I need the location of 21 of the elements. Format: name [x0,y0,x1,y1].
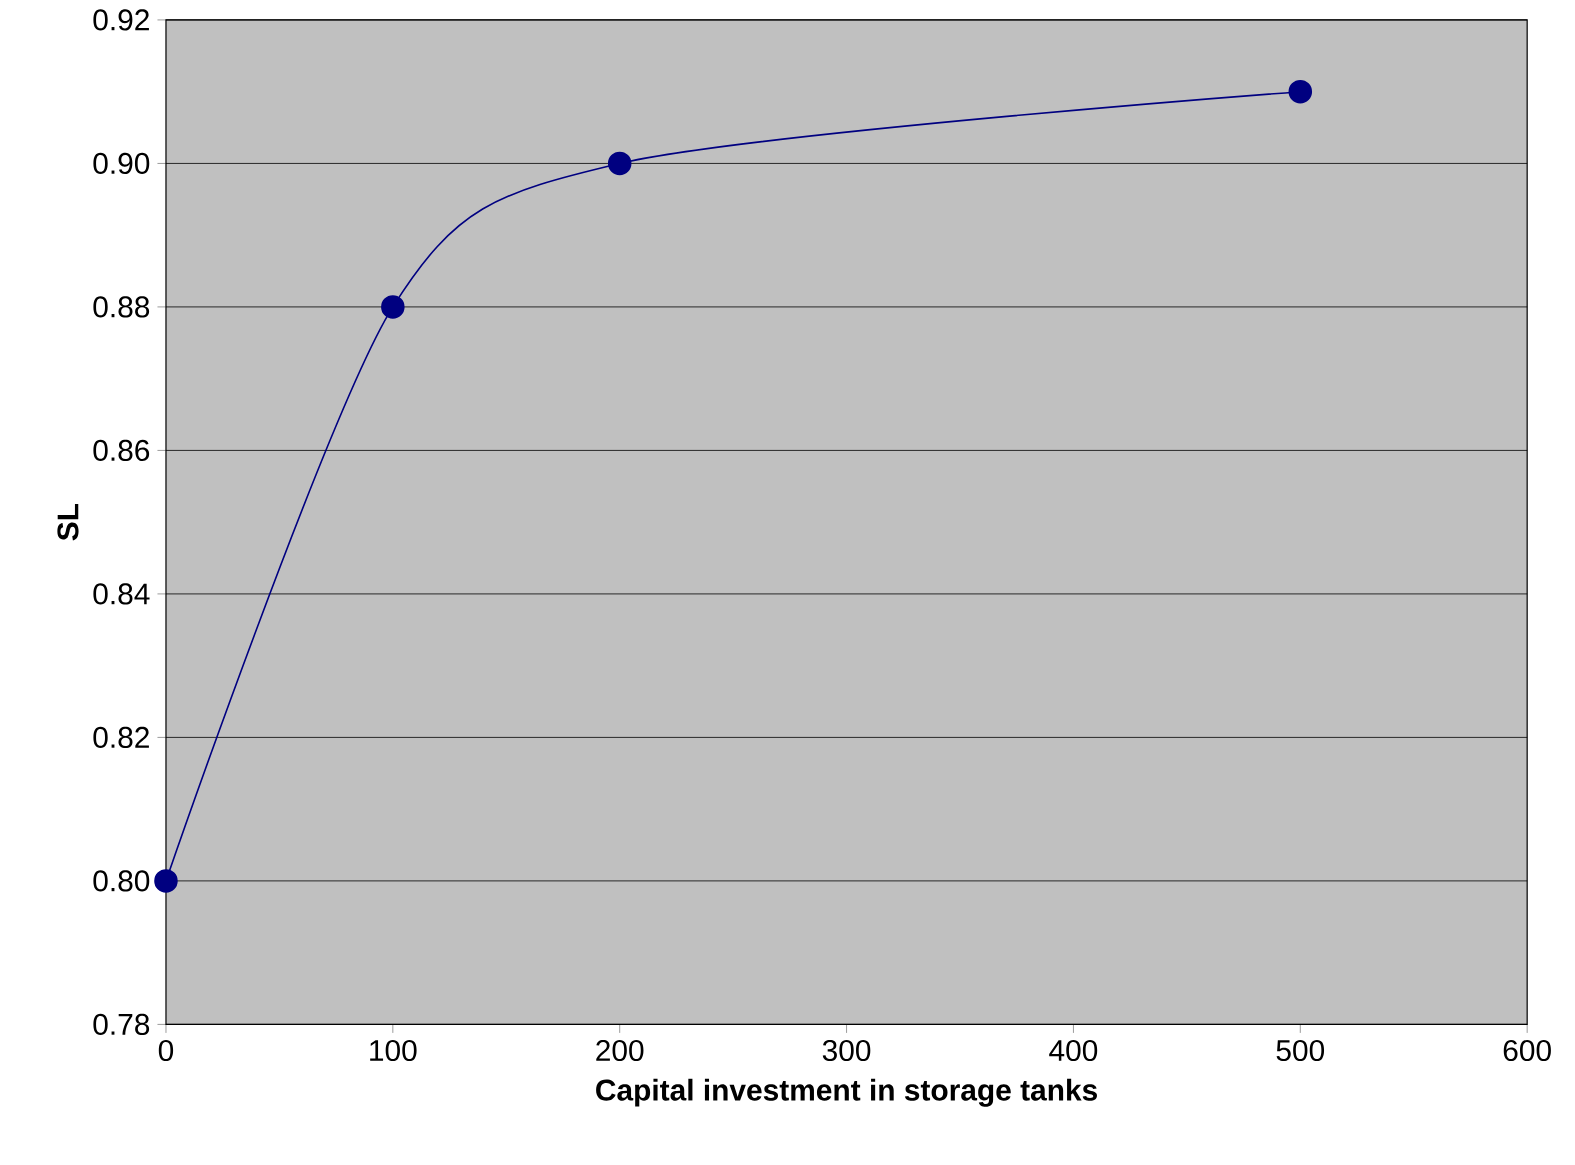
y-tick-label: 0.82 [93,726,149,749]
x-tick-label: 600 [1503,1039,1551,1062]
y-tick-label: 0.88 [93,296,150,318]
y-axis-title: SL [57,504,79,541]
y-tick-label: 0.90 [93,152,150,175]
x-tick-label: 0 [158,1039,174,1062]
y-tick-label: 0.84 [93,583,150,605]
x-tick-label: 200 [596,1039,644,1062]
x-axis-title: Capital investment in storage tanks [596,1078,1097,1107]
x-tick-label: 100 [370,1039,417,1062]
x-tick-label: 500 [1276,1039,1325,1062]
x-tick-label: 300 [822,1039,871,1062]
y-tick-label: 0.86 [93,439,150,462]
point [607,151,632,176]
y-tick-label: 0.78 [93,1013,150,1036]
y-tick-label: 0.80 [93,870,150,892]
y-tick-label: 0.92 [93,9,149,31]
x-tick-label: 400 [1049,1039,1098,1062]
point [1288,79,1313,104]
point [154,869,178,893]
point [381,295,405,319]
